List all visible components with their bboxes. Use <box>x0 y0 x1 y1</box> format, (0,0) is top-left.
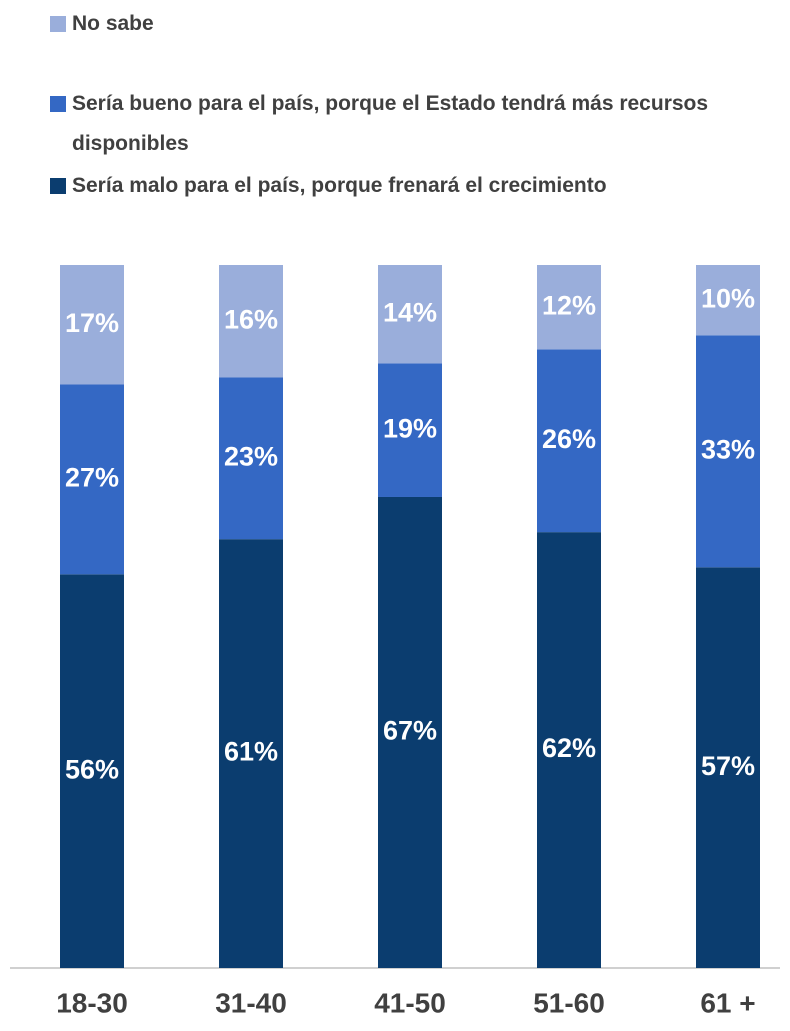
x-tick-label: 18-30 <box>56 987 128 1018</box>
bar-segment <box>60 574 124 968</box>
legend-swatch <box>50 178 66 194</box>
bar-segment <box>537 349 601 533</box>
data-label: 17% <box>65 308 119 338</box>
x-tick-label: 51-60 <box>533 987 605 1018</box>
bar-segment <box>219 539 283 968</box>
bar-segment <box>537 265 601 350</box>
legend-item: Sería malo para el país, porque frenará … <box>50 166 785 206</box>
bar-segment <box>378 363 442 497</box>
data-label: 67% <box>383 716 437 746</box>
legend-label: No sabe <box>72 12 154 35</box>
legend: No sabe Sería bueno para el país, porque … <box>50 4 785 208</box>
legend-item: No sabe <box>50 4 785 44</box>
data-label: 61% <box>224 737 278 767</box>
data-label: 14% <box>383 297 437 327</box>
data-label: 57% <box>701 751 755 781</box>
bar-segment <box>378 496 442 968</box>
x-tick-label: 61 + <box>700 987 755 1018</box>
data-label: 23% <box>224 441 278 471</box>
bar-segment <box>537 532 601 968</box>
bar-segment <box>378 265 442 364</box>
legend-label: Sería malo para el país, porque frenará … <box>72 174 607 197</box>
legend-item: Sería bueno para el país, porque el Esta… <box>50 84 785 164</box>
data-label: 56% <box>65 754 119 784</box>
legend-swatch <box>50 16 66 32</box>
data-label: 12% <box>542 290 596 320</box>
data-label: 16% <box>224 304 278 334</box>
data-label: 26% <box>542 424 596 454</box>
bar-segment <box>696 335 760 568</box>
legend-label: Sería bueno para el país, porque el Esta… <box>72 92 709 155</box>
data-label: 10% <box>701 283 755 313</box>
bar-segment <box>219 377 283 540</box>
bar-segment <box>696 567 760 968</box>
data-label: 33% <box>701 434 755 464</box>
legend-swatch <box>50 96 66 112</box>
x-tick-label: 31-40 <box>215 987 287 1018</box>
bar-segment <box>219 265 283 378</box>
data-label: 27% <box>65 463 119 493</box>
bar-segment <box>60 265 124 385</box>
bar-segment <box>60 384 124 575</box>
bar-segment <box>696 265 760 336</box>
data-label: 19% <box>383 413 437 443</box>
x-tick-label: 41-50 <box>374 987 446 1018</box>
data-label: 62% <box>542 733 596 763</box>
